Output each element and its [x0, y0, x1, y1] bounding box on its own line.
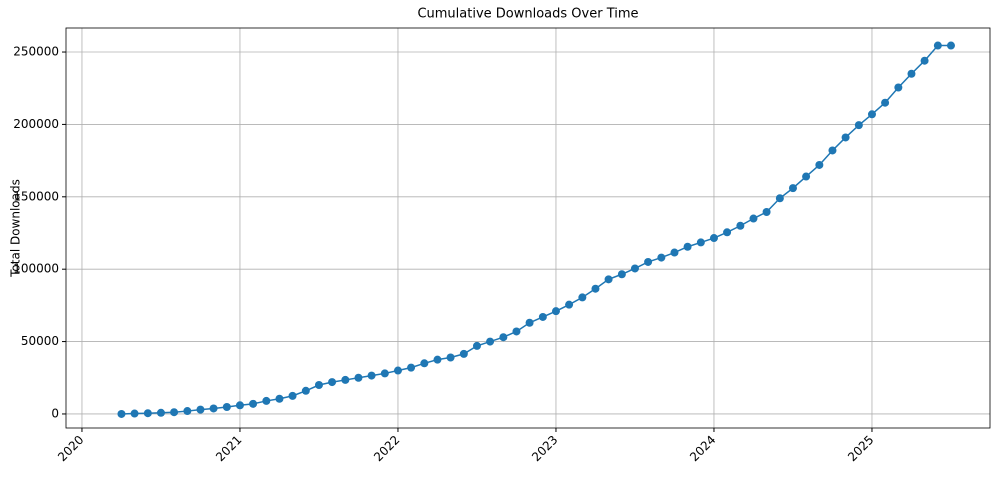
- plot-frame: [65, 27, 991, 429]
- point: [393, 366, 402, 375]
- point: [433, 355, 442, 364]
- point: [420, 359, 429, 368]
- line: [121, 44, 951, 415]
- point: [604, 275, 613, 284]
- point: [288, 391, 297, 400]
- chart-title: Cumulative Downloads Over Time: [417, 7, 638, 22]
- point: [670, 248, 679, 257]
- point: [380, 369, 389, 378]
- point: [538, 312, 547, 321]
- point: [314, 381, 323, 390]
- point: [854, 121, 863, 130]
- x-tick-label: 2023: [529, 433, 560, 464]
- point: [262, 396, 271, 405]
- y-tick-label: 0: [51, 406, 59, 420]
- point: [828, 146, 837, 155]
- point: [183, 407, 192, 416]
- point: [209, 404, 218, 413]
- point: [749, 214, 758, 223]
- point: [683, 242, 692, 251]
- point: [143, 409, 152, 418]
- x-tick-label: 2020: [55, 433, 86, 464]
- point: [196, 405, 205, 414]
- point: [459, 349, 468, 358]
- y-tick-label: 250000: [13, 45, 59, 59]
- point: [709, 234, 718, 243]
- x-tick-label: 2024: [687, 433, 718, 464]
- point: [802, 172, 811, 181]
- point: [644, 257, 653, 266]
- point: [301, 386, 310, 395]
- point: [341, 375, 350, 384]
- point: [630, 264, 639, 273]
- point: [328, 378, 337, 387]
- point: [907, 69, 916, 78]
- point: [117, 409, 126, 418]
- point: [551, 307, 560, 316]
- point: [617, 270, 626, 279]
- x-tick-label: 2025: [845, 433, 876, 464]
- y-tick-label: 150000: [13, 189, 59, 203]
- point: [170, 408, 179, 417]
- point: [130, 409, 139, 418]
- point: [499, 333, 508, 342]
- point: [407, 363, 416, 372]
- point: [446, 353, 455, 362]
- point: [933, 41, 942, 50]
- point: [788, 184, 797, 193]
- point: [762, 208, 771, 217]
- point: [156, 408, 165, 417]
- point: [472, 341, 481, 350]
- point: [736, 221, 745, 230]
- x-tick-label: 2022: [371, 433, 402, 464]
- y-tick-label: 100000: [13, 262, 59, 276]
- point: [565, 300, 574, 309]
- point: [275, 394, 284, 403]
- x-tick-label: 2021: [213, 433, 244, 464]
- point: [920, 56, 929, 65]
- y-axis-label: Total Downloads: [9, 179, 23, 278]
- point: [367, 371, 376, 380]
- y-tick-label: 50000: [21, 334, 59, 348]
- point: [867, 110, 876, 119]
- point: [354, 373, 363, 382]
- point: [657, 253, 666, 262]
- point: [841, 133, 850, 142]
- y-tick-label: 200000: [13, 117, 59, 131]
- point: [512, 327, 521, 336]
- point: [578, 293, 587, 302]
- point: [723, 228, 732, 237]
- point: [591, 284, 600, 293]
- point: [525, 318, 534, 327]
- point: [775, 194, 784, 203]
- point: [486, 337, 495, 346]
- point: [946, 41, 955, 50]
- point: [222, 403, 231, 412]
- point: [249, 399, 258, 408]
- point: [881, 98, 890, 107]
- point: [235, 401, 244, 410]
- point: [815, 160, 824, 169]
- point: [894, 83, 903, 92]
- point: [696, 238, 705, 247]
